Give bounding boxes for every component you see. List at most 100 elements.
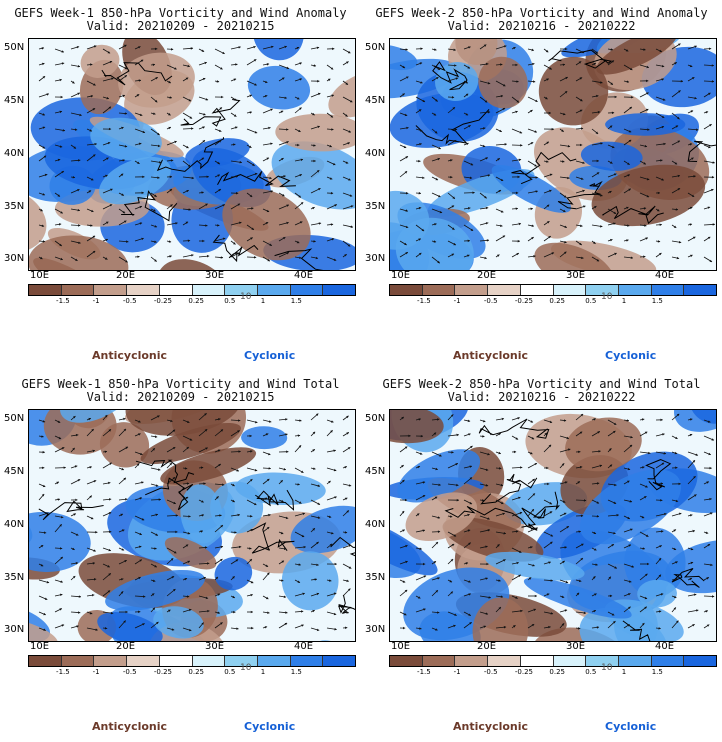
wind-arrow-head <box>202 126 205 129</box>
wind-arrow-head <box>139 113 143 116</box>
wind-arrow-head <box>249 559 252 562</box>
wind-arrow-head <box>46 580 50 584</box>
lon-label: 40E <box>655 270 675 281</box>
wind-arrow-head <box>600 142 603 145</box>
wind-arrow-head <box>645 108 649 112</box>
wind-arrow-head <box>562 63 565 66</box>
lat-label: 30N <box>365 624 386 635</box>
colorbar-swatch <box>586 285 619 295</box>
wind-arrow-head <box>451 205 455 208</box>
lon-label: 10E <box>391 641 411 652</box>
wind-arrow-head <box>281 77 285 80</box>
wind-arrow-head <box>186 145 189 149</box>
wind-arrow-head <box>219 514 222 517</box>
wind-arrow-head <box>255 420 258 424</box>
wind-arrow-head <box>548 444 552 448</box>
wind-arrow-head <box>40 564 44 567</box>
wind-arrow-head <box>694 593 697 596</box>
wind-arrow-head <box>171 628 175 631</box>
colorbar-swatch <box>390 285 423 295</box>
wind-arrow-head <box>531 48 534 52</box>
wind-arrow-head <box>593 241 596 244</box>
wind-arrow-head <box>43 531 47 534</box>
wind-arrow-head <box>595 131 599 134</box>
wind-arrow-head <box>406 76 409 79</box>
wind-arrow-head <box>175 222 178 225</box>
wind-arrow-head <box>549 173 553 176</box>
wind-arrow-head <box>487 110 491 114</box>
wind-arrow-head <box>661 462 665 466</box>
anticyclonic-region <box>405 492 478 541</box>
wind-arrow-head <box>312 112 315 116</box>
wind-arrow-head <box>284 96 287 100</box>
wind-arrow-head <box>518 550 522 553</box>
wind-arrow-head <box>125 260 128 263</box>
anticyclonic-region <box>29 235 129 270</box>
wind-arrow-head <box>486 62 489 66</box>
wind-arrow-head <box>254 256 257 259</box>
wind-arrow-head <box>250 610 253 614</box>
wind-arrow-head <box>580 558 583 561</box>
wind-arrow-head <box>515 207 518 210</box>
wind-arrow-head <box>284 45 287 49</box>
wind-arrow-head <box>89 466 92 469</box>
wind-arrow-head <box>418 418 421 421</box>
wind-arrow-head <box>712 595 715 598</box>
wind-arrow-head <box>519 511 523 515</box>
colorbar-swatch <box>127 656 160 666</box>
colorbar-swatch <box>520 656 554 666</box>
wind-arrow-head <box>579 109 583 112</box>
wind-arrow-head <box>90 63 93 66</box>
wind-arrow-head <box>504 45 507 48</box>
wind-arrow-head <box>123 620 126 623</box>
wind-arrow-head <box>483 44 487 47</box>
colorbar-tick-label: -1.5 <box>417 668 431 676</box>
wind-arrow-head <box>594 548 597 551</box>
wind-arrow-head <box>328 515 332 518</box>
wind-arrow-head <box>562 500 566 503</box>
wind-arrow-head <box>483 127 486 130</box>
wind-arrow-head <box>173 589 176 592</box>
wind-arrow-head <box>251 207 254 210</box>
wind-arrow-head <box>331 420 334 423</box>
wind-arrow-head <box>707 544 711 547</box>
wind-arrow-head <box>659 49 662 53</box>
wind-arrow-head <box>630 256 633 259</box>
wind-arrow-head <box>420 434 423 438</box>
wind-arrow-head <box>690 561 694 565</box>
wind-arrow-head <box>437 418 440 421</box>
wind-arrow-head <box>646 177 650 181</box>
wind-arrow-head <box>644 606 647 609</box>
wind-arrow-head <box>611 544 614 547</box>
wind-arrow-head <box>437 530 441 533</box>
wind-arrow-head <box>659 545 662 548</box>
wind-arrow-head <box>614 173 617 176</box>
wind-arrow-head <box>663 452 666 455</box>
wind-arrow-head <box>299 107 302 110</box>
wind-arrow-head <box>333 468 337 472</box>
wind-arrow-head <box>109 204 113 207</box>
wind-arrow-head <box>104 627 108 630</box>
wind-arrow-head <box>646 65 649 69</box>
wind-arrow-head <box>566 436 569 440</box>
wind-arrow-head <box>345 626 348 630</box>
wind-arrow-head <box>595 563 598 566</box>
wind-arrow-head <box>78 595 81 598</box>
wind-arrow-head <box>74 465 78 468</box>
wind-arrow-head <box>711 188 714 192</box>
wind-arrow-head <box>327 78 331 82</box>
wind-arrow-head <box>437 260 440 264</box>
wind-arrow-head <box>421 228 425 232</box>
coastline <box>687 140 716 162</box>
wind-arrow-head <box>106 96 109 100</box>
wind-arrow-head <box>95 628 98 631</box>
wind-arrow-head <box>138 420 141 423</box>
wind-arrow-head <box>61 50 64 53</box>
wind-arrow-head <box>107 590 111 593</box>
wind-arrow-head <box>627 480 630 483</box>
wind-arrow-head <box>312 449 315 452</box>
wind-arrow-head <box>298 195 301 198</box>
wind-arrow-head <box>596 94 599 98</box>
wind-arrow-head <box>709 466 712 470</box>
wind-arrow-head <box>142 130 145 134</box>
